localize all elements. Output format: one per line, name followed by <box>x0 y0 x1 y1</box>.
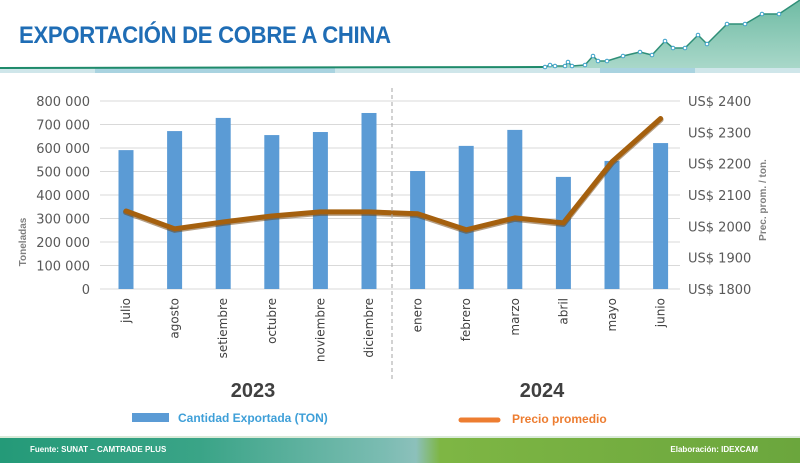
category-label-junio: junio <box>654 298 668 328</box>
header-marker <box>552 63 558 69</box>
legend-line-label: Precio promedio <box>512 412 607 426</box>
left-tick-label: 100 000 <box>36 260 90 275</box>
bar-febrero <box>458 145 474 289</box>
left-tick-label: 200 000 <box>36 236 90 251</box>
right-tick-label: US$ 2300 <box>688 126 751 141</box>
header-marker <box>704 41 710 47</box>
bar-setiembre <box>215 117 231 289</box>
left-tick-label: 600 000 <box>36 142 90 157</box>
bar-junio <box>653 143 669 289</box>
header-line <box>0 66 546 69</box>
bar-abril <box>555 176 571 289</box>
right-tick-label: US$ 1800 <box>688 283 751 298</box>
footer-credit: Elaboración: IDEXCAM <box>670 445 758 454</box>
header-marker <box>662 38 668 44</box>
header-marker <box>565 59 571 65</box>
category-labels: julio agosto setiembre octubre noviembre dici… <box>119 298 668 362</box>
footer-divider <box>0 436 800 438</box>
header-marker <box>542 64 548 70</box>
header-marker <box>569 63 575 69</box>
right-tick-label: US$ 1900 <box>688 252 751 267</box>
bar-series <box>118 112 669 289</box>
header-marker <box>590 53 596 59</box>
legend-bar-label: Cantidad Exportada (TON) <box>178 411 328 425</box>
header-marker <box>547 62 553 68</box>
right-axis-ticks: US$ 1800 US$ 1900 US$ 2000 US$ 2100 US$ 2200… <box>688 95 751 298</box>
right-tick-label: US$ 2400 <box>688 95 751 110</box>
header-underline-blue <box>95 68 335 73</box>
header-marker <box>759 11 765 17</box>
bar-julio <box>118 150 134 289</box>
header-marker <box>695 32 701 38</box>
header-marker <box>742 21 748 27</box>
bar-octubre <box>264 135 280 289</box>
header-marker <box>670 45 676 51</box>
right-tick-label: US$ 2000 <box>688 220 751 235</box>
category-label-setiembre: setiembre <box>216 298 230 358</box>
category-label-mayo: mayo <box>605 298 619 332</box>
left-tick-label: 300 000 <box>36 213 90 228</box>
gridlines <box>100 100 680 290</box>
bar-agosto <box>167 131 183 289</box>
category-label-julio: julio <box>119 298 133 324</box>
header-underline-blue-2 <box>600 68 695 73</box>
bar-mayo <box>604 160 620 289</box>
category-label-octubre: octubre <box>265 298 279 344</box>
right-tick-label: US$ 2100 <box>688 189 751 204</box>
legend-bar-swatch <box>132 413 169 422</box>
category-label-enero: enero <box>411 298 425 332</box>
year-label-2024: 2024 <box>520 380 565 402</box>
header-marker <box>637 49 643 55</box>
footer: Fuente: SUNAT – CAMTRADE PLUS Elaboració… <box>0 438 800 463</box>
left-tick-label: 400 000 <box>36 189 90 204</box>
left-tick-label: 800 000 <box>36 95 90 110</box>
right-tick-label: US$ 2200 <box>688 158 751 173</box>
header-marker <box>724 21 730 27</box>
header-marker <box>582 62 588 68</box>
category-label-marzo: marzo <box>508 298 522 336</box>
header-marker <box>595 58 601 64</box>
header-marker <box>562 63 568 69</box>
header-marker <box>776 11 782 17</box>
category-label-diciembre: diciembre <box>362 298 376 358</box>
bar-diciembre <box>361 112 377 289</box>
header-marker <box>682 45 688 51</box>
page-title: EXPORTACIÓN DE COBRE A CHINA <box>19 22 391 49</box>
footer-source: Fuente: SUNAT – CAMTRADE PLUS <box>30 445 167 454</box>
category-label-abril: abril <box>556 298 570 325</box>
left-tick-label: 500 000 <box>36 166 90 181</box>
right-axis-title: Prec. prom. / ton. <box>758 159 769 241</box>
bar-marzo <box>507 129 523 289</box>
header-growth-area <box>545 0 800 68</box>
line-series <box>123 116 664 234</box>
left-axis-ticks: 0 100 000 200 000 300 000 400 000 500 000 600 … <box>36 95 90 298</box>
header-marker <box>604 58 610 64</box>
category-label-agosto: agosto <box>168 298 182 339</box>
header-marker <box>649 52 655 58</box>
header-growth-markers <box>542 11 782 70</box>
left-tick-label: 0 <box>82 283 90 298</box>
category-label-noviembre: noviembre <box>313 298 327 362</box>
left-axis-title: Toneladas <box>18 217 29 266</box>
header-underline-light <box>0 68 800 73</box>
chart: 0 100 000 200 000 300 000 400 000 500 000 600 … <box>18 88 769 426</box>
price-line <box>123 116 664 233</box>
year-label-2023: 2023 <box>231 380 276 402</box>
category-label-febrero: febrero <box>459 298 473 341</box>
header-marker <box>620 53 626 59</box>
header-decoration <box>0 0 800 73</box>
bar-enero <box>410 171 426 289</box>
left-tick-label: 700 000 <box>36 119 90 134</box>
